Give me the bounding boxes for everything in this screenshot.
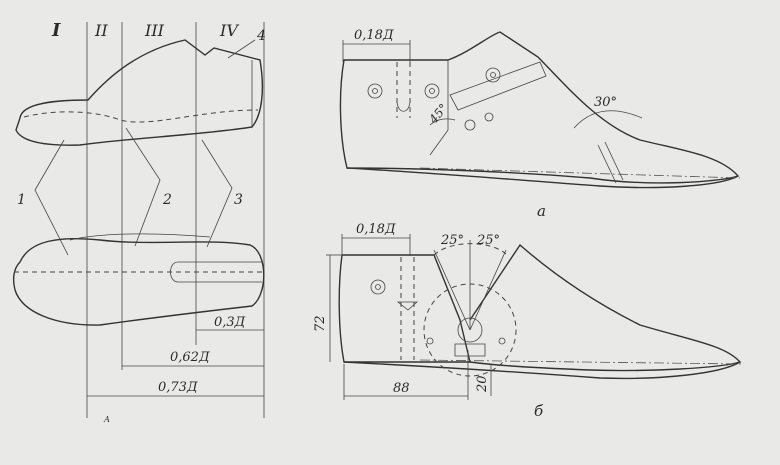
view-b-heel-block	[338, 254, 471, 363]
view-a-label: а	[537, 202, 546, 220]
view-a-angle-45: 45°	[426, 101, 451, 127]
view-b-angle-left: 25°	[440, 233, 464, 248]
view-a-hole-left	[367, 83, 383, 99]
callout-2: 2	[162, 192, 172, 208]
view-a-angle-45-arc	[429, 118, 456, 126]
callout-4: 4	[256, 28, 266, 44]
dim-0.73D: 0,73Д	[158, 380, 198, 395]
callout-leader-1	[34, 139, 69, 256]
view-b-sole-line	[343, 361, 741, 380]
view-b-pin-2	[426, 337, 434, 345]
dim-0.62D: 0,62Д	[170, 350, 210, 365]
zone-label-III: III	[144, 21, 165, 40]
zone-label-IV: IV	[219, 21, 239, 40]
view-a-sole-line	[346, 167, 739, 189]
view-b-tab	[454, 343, 486, 357]
view-b-ray-left	[433, 249, 471, 331]
zone-label-II: II	[94, 21, 108, 40]
heel-slot	[170, 261, 262, 283]
zone-label-I: I	[51, 20, 61, 41]
bottom-mark: А	[103, 415, 110, 424]
view-a-toe-pin	[597, 141, 624, 184]
view-a-last-outline	[339, 31, 740, 184]
last-bottom-outline	[12, 237, 265, 326]
view-a: 0,18Д 45° 30° а	[339, 28, 741, 220]
last-bottom-inner-line	[69, 233, 211, 241]
view-b-dim-88: 88	[393, 381, 410, 396]
view-a-hole-right	[424, 83, 440, 99]
left-view: I II III IV 1 2 3 4 0,3Д 0,62Д 0,73Д А	[12, 20, 266, 424]
view-a-slot-pin	[464, 119, 476, 131]
callout-3: 3	[234, 192, 243, 208]
view-a-dim-0.18D: 0,18Д	[354, 28, 394, 43]
last-side-profile	[15, 39, 264, 146]
callout-1: 1	[17, 192, 26, 208]
view-b-dim-20: 20	[475, 375, 490, 393]
view-b-label: б	[534, 402, 544, 420]
view-b-pin	[498, 337, 506, 345]
callout-leader-2	[125, 127, 161, 247]
last-featherline-dashed	[23, 109, 259, 123]
view-b-ray-right	[469, 249, 507, 331]
view-a-hole-top	[485, 67, 501, 83]
view-a-angle-30: 30°	[594, 95, 617, 110]
view-b-dim-0.18D: 0,18Д	[356, 222, 396, 237]
view-a-spindle	[396, 62, 411, 118]
view-b: 0,18Д 72 88 20 25° 25° б	[313, 222, 743, 420]
view-b-spindle	[400, 257, 415, 360]
view-a-axis	[419, 167, 741, 179]
view-b-dim-72: 72	[313, 315, 328, 332]
view-b-hole	[370, 279, 386, 295]
view-a-slot-pin-2	[484, 112, 494, 122]
callout-leader-4	[227, 39, 256, 59]
view-b-angle-arc	[433, 243, 507, 256]
callout-leader-3	[201, 139, 233, 248]
view-a-block-cut	[429, 60, 449, 156]
view-b-spindle-cup	[396, 301, 419, 311]
dim-0.3D: 0,3Д	[214, 315, 246, 330]
view-a-angle-30-arc	[573, 110, 643, 129]
view-a-hinge-slot	[449, 61, 547, 111]
view-b-angle-right: 25°	[476, 233, 500, 248]
view-a-spindle-cup	[396, 99, 411, 112]
